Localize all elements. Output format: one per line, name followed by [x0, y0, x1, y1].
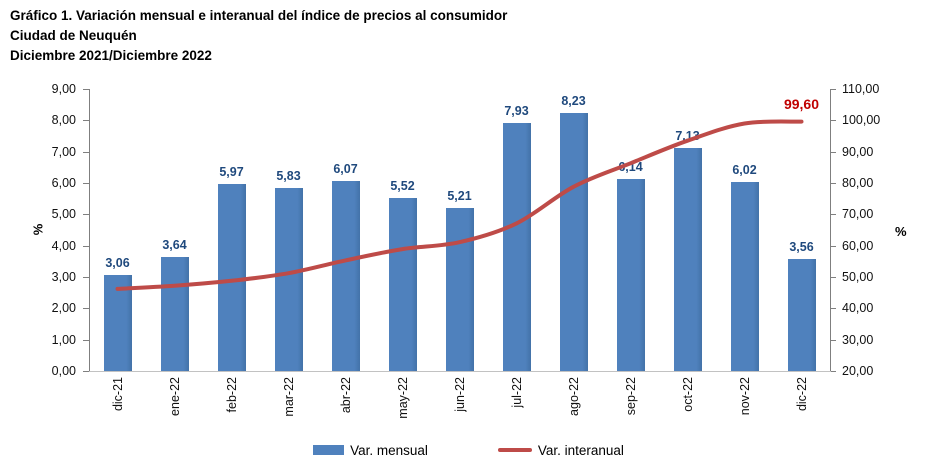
right-axis-tick-mark — [830, 183, 836, 184]
left-axis-tick-mark — [83, 120, 89, 122]
bar-var-mensual — [445, 207, 474, 371]
bar-value-label: 6,14 — [618, 159, 643, 174]
x-axis-category-label: mar-22 — [281, 377, 296, 417]
left-axis-tick-label: 5,00 — [51, 207, 76, 222]
legend-bar-swatch — [313, 445, 345, 455]
left-axis-tick-label: 6,00 — [51, 176, 76, 190]
left-axis-tick-mark — [83, 308, 89, 310]
bar-var-mensual — [103, 275, 132, 371]
bar-value-label: 6,07 — [333, 161, 358, 176]
right-axis-line — [830, 89, 831, 371]
right-axis-tick-mark — [830, 277, 836, 278]
bar-value-label: 3,06 — [105, 256, 130, 271]
chart-title: Gráfico 1. Variación mensual e interanua… — [10, 8, 508, 23]
bar-value-label: 7,93 — [504, 103, 529, 118]
bar-value-label: 5,97 — [219, 164, 244, 179]
legend-line-label: Var. interanual — [537, 442, 624, 458]
legend-line-swatch — [497, 448, 532, 452]
left-axis-tick-mark — [83, 89, 89, 90]
right-axis-title: % — [895, 224, 907, 239]
left-axis-line — [89, 89, 90, 371]
bar-var-mensual — [388, 198, 417, 371]
left-axis-tick-mark — [83, 151, 89, 153]
x-axis-category-label: dic-21 — [110, 377, 125, 412]
right-axis-tick-label: 40,00 — [842, 301, 874, 316]
bar-value-label: 3,56 — [789, 240, 814, 255]
left-axis-tick-mark — [83, 339, 89, 341]
left-axis-title: % — [30, 223, 46, 236]
x-axis-category-label: dic-22 — [794, 377, 809, 412]
right-axis-tick-mark — [830, 89, 836, 90]
chart-legend: Var. mensual Var. interanual — [0, 440, 937, 460]
x-axis-category-label: ene-22 — [167, 377, 182, 416]
bar-value-label: 3,64 — [162, 237, 187, 252]
chart-header: Gráfico 1. Variación mensual e interanua… — [10, 6, 507, 66]
bar-value-label: 5,83 — [276, 169, 301, 184]
right-axis-tick-label: 30,00 — [842, 332, 874, 347]
left-axis-tick-label: 1,00 — [51, 332, 76, 347]
bar-var-mensual — [616, 178, 645, 371]
bar-var-mensual — [559, 113, 588, 371]
bar-var-mensual — [331, 180, 360, 371]
bar-var-mensual — [217, 183, 246, 371]
x-axis-category-label: nov-22 — [737, 377, 752, 416]
right-axis-tick-label: 50,00 — [842, 270, 874, 284]
x-axis-category-label: oct-22 — [680, 377, 695, 412]
bar-var-mensual — [502, 122, 531, 371]
x-axis-category-label: sep-22 — [623, 377, 638, 416]
left-axis-tick-label: 2,00 — [51, 301, 76, 316]
left-axis-tick-mark — [83, 214, 89, 216]
right-axis-tick-mark — [830, 339, 836, 341]
x-axis-line — [89, 371, 831, 372]
x-axis-category-label: jun-22 — [452, 377, 467, 412]
left-axis-tick-mark — [83, 277, 89, 278]
right-axis-tick-label: 70,00 — [842, 207, 874, 222]
chart-period: Diciembre 2021/Diciembre 2022 — [10, 48, 212, 63]
bar-value-label: 5,21 — [447, 188, 472, 203]
var-interanual-line — [115, 119, 804, 291]
x-axis-category-label: ago-22 — [566, 377, 581, 416]
left-axis-tick-label: 9,00 — [51, 82, 76, 96]
right-axis-tick-label: 110,00 — [842, 82, 880, 96]
legend-item-var-mensual: Var. mensual — [313, 443, 428, 458]
bar-value-label: 6,02 — [732, 163, 757, 178]
x-axis-category-label: abr-22 — [338, 377, 353, 414]
chart-subtitle: Ciudad de Neuquén — [10, 28, 137, 43]
right-axis-tick-mark — [830, 308, 836, 310]
left-axis-tick-label: 8,00 — [51, 113, 76, 128]
legend-bar-label: Var. mensual — [350, 442, 428, 458]
x-axis-category-label: jul-22 — [509, 377, 524, 408]
right-axis-tick-mark — [830, 245, 836, 247]
right-axis-tick-label: 90,00 — [842, 144, 874, 159]
left-axis-tick-label: 3,00 — [51, 270, 76, 284]
left-axis-tick-mark — [83, 183, 89, 184]
bar-var-mensual — [673, 147, 702, 371]
right-axis-tick-mark — [830, 151, 836, 153]
left-axis-tick-mark — [83, 245, 89, 247]
line-end-value-label: 99,60 — [783, 95, 820, 112]
right-axis-tick-label: 60,00 — [842, 238, 874, 253]
left-axis-tick-label: 4,00 — [51, 238, 76, 253]
legend-item-var-interanual: Var. interanual — [497, 442, 624, 458]
right-axis-tick-label: 20,00 — [842, 364, 874, 378]
left-axis-tick-mark — [83, 371, 89, 372]
bar-var-mensual — [160, 256, 189, 371]
right-axis-tick-mark — [830, 371, 836, 372]
right-axis-tick-label: 80,00 — [842, 176, 874, 190]
bar-var-mensual — [787, 259, 816, 371]
bar-value-label: 8,23 — [561, 94, 586, 109]
bar-var-mensual — [730, 182, 759, 371]
right-axis-tick-mark — [830, 120, 836, 122]
left-axis-tick-label: 7,00 — [51, 144, 76, 159]
x-axis-category-label: may-22 — [395, 377, 410, 419]
right-axis-tick-mark — [830, 214, 836, 216]
var-interanual-path — [115, 119, 804, 291]
x-axis-category-label: feb-22 — [224, 377, 239, 413]
right-axis-tick-label: 100,00 — [842, 113, 881, 128]
left-axis-tick-label: 0,00 — [51, 364, 76, 378]
bar-value-label: 5,52 — [390, 179, 415, 194]
bar-var-mensual — [274, 188, 303, 371]
